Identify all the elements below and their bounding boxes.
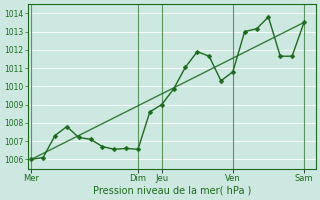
- X-axis label: Pression niveau de la mer( hPa ): Pression niveau de la mer( hPa ): [92, 186, 251, 196]
